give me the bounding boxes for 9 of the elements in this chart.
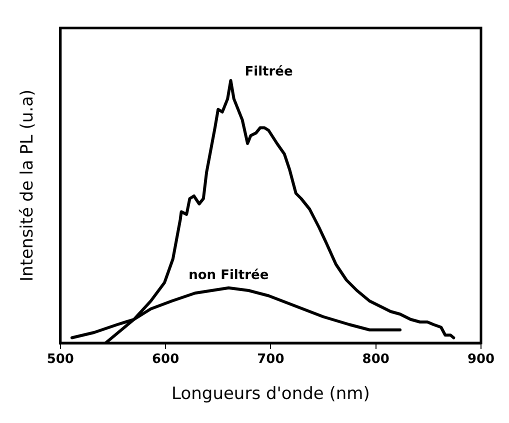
series-label: non Filtrée [188, 268, 269, 283]
x-tick-label: 500 [46, 352, 74, 368]
x-tick-label: 800 [362, 352, 390, 368]
x-tick-label: 900 [467, 352, 495, 368]
x-tick-label: 600 [152, 352, 180, 368]
series-label: Filtrée [244, 64, 293, 80]
x-tick-label: 700 [257, 352, 284, 368]
x-axis-title: Longueurs d'onde (nm) [172, 384, 370, 404]
y-axis-title: Intensité de la PL (u.a) [18, 90, 38, 282]
